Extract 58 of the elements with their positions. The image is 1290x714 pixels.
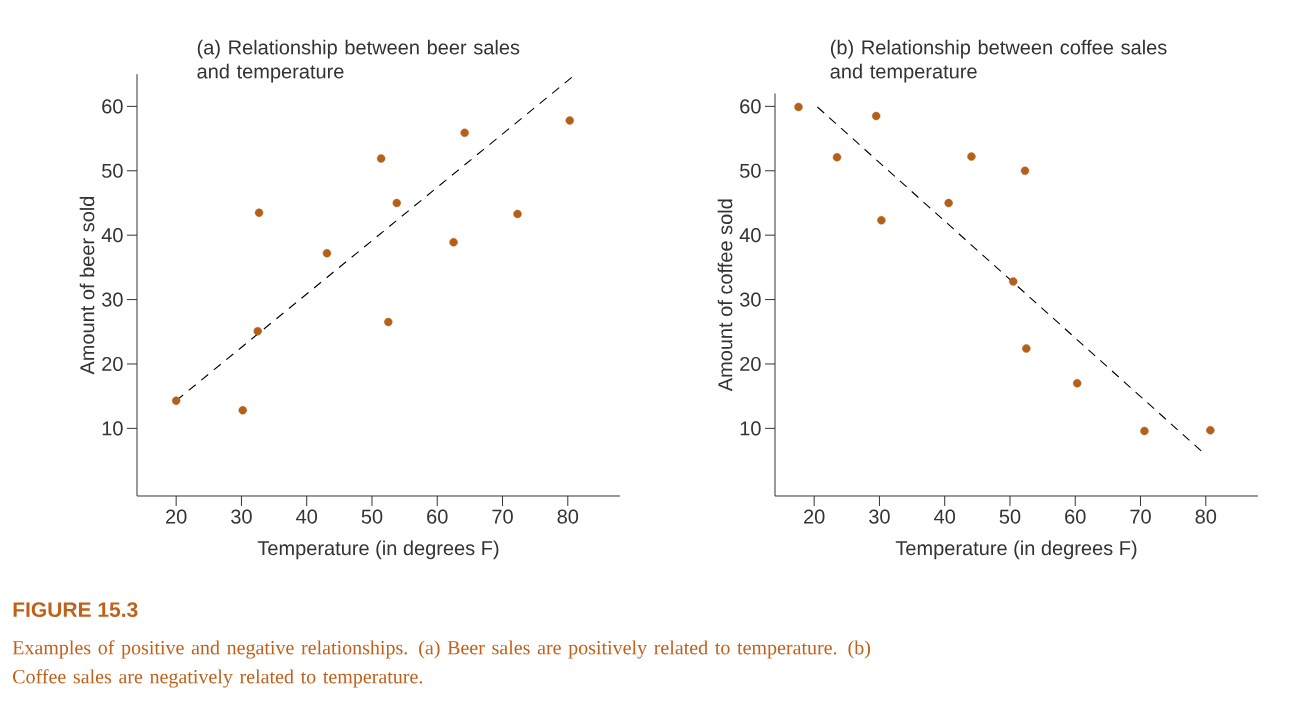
point [392,198,401,208]
y-tick-label: 20 [102,356,123,372]
point [1073,379,1082,388]
point [877,216,886,225]
chart-title: (a) Relationship between beer sales and temperature [197,39,520,83]
x-tick-label: 60 [427,509,448,524]
x-tick-label: 60 [1065,509,1086,524]
x-tick-label: 40 [934,509,956,524]
point [376,154,386,163]
point [1020,166,1030,175]
point [238,406,247,415]
y-tick-label: 60 [740,99,761,114]
point [171,396,181,405]
y-tick-label: 30 [740,292,761,307]
point [1009,277,1018,286]
point [967,152,976,161]
caption: FIGURE 15.3 [13,602,138,618]
y-tick-label: 20 [740,356,761,372]
point [1206,426,1215,435]
y-tick-label: 30 [102,292,123,307]
x-tick-label: 20 [166,509,187,524]
point [1140,426,1149,436]
point [513,209,522,219]
y-axis-title: Amount of beer sold [79,196,95,375]
point [449,238,458,247]
x-tick-label: 80 [557,509,579,524]
y-tick-label: 40 [101,228,123,243]
y-tick-label: 40 [739,228,761,243]
point [253,326,262,336]
point [460,128,469,137]
point [871,111,881,121]
y-axis-title: Amount of coffee sold [717,199,733,392]
point [794,102,803,112]
x-tick-label: 30 [869,509,890,524]
x-tick-label: 50 [999,509,1021,524]
x-tick-label: 20 [804,509,825,524]
x-axis-title: Temperature (in degrees F) [895,540,1137,560]
point [565,116,574,125]
x-tick-label: 50 [361,509,383,524]
x-axis-title: Temperature (in degrees F) [257,540,499,560]
x-tick-label: 70 [492,509,513,524]
x-tick-label: 70 [1130,509,1151,524]
y-tick-label: 10 [102,421,123,436]
point [1022,344,1031,353]
y-tick-label: 50 [740,163,761,178]
y-tick-label: 60 [102,99,123,114]
y-tick-label: 50 [102,163,123,178]
x-tick-label: 40 [296,509,318,524]
point [322,249,332,258]
point [384,317,393,327]
y-tick-label: 10 [740,421,761,436]
chart-title: (b) Relationship between coffee sales and temperature [830,39,1167,83]
point [944,198,953,208]
x-tick-label: 80 [1195,509,1217,524]
text: Examples of positive and negative relationships. (a) Beer sales are positively related to temperature. (b) Coffee sales are negatively related to temperature. [12,640,871,688]
point [832,153,842,162]
point [254,208,264,217]
x-tick-label: 30 [231,509,252,524]
